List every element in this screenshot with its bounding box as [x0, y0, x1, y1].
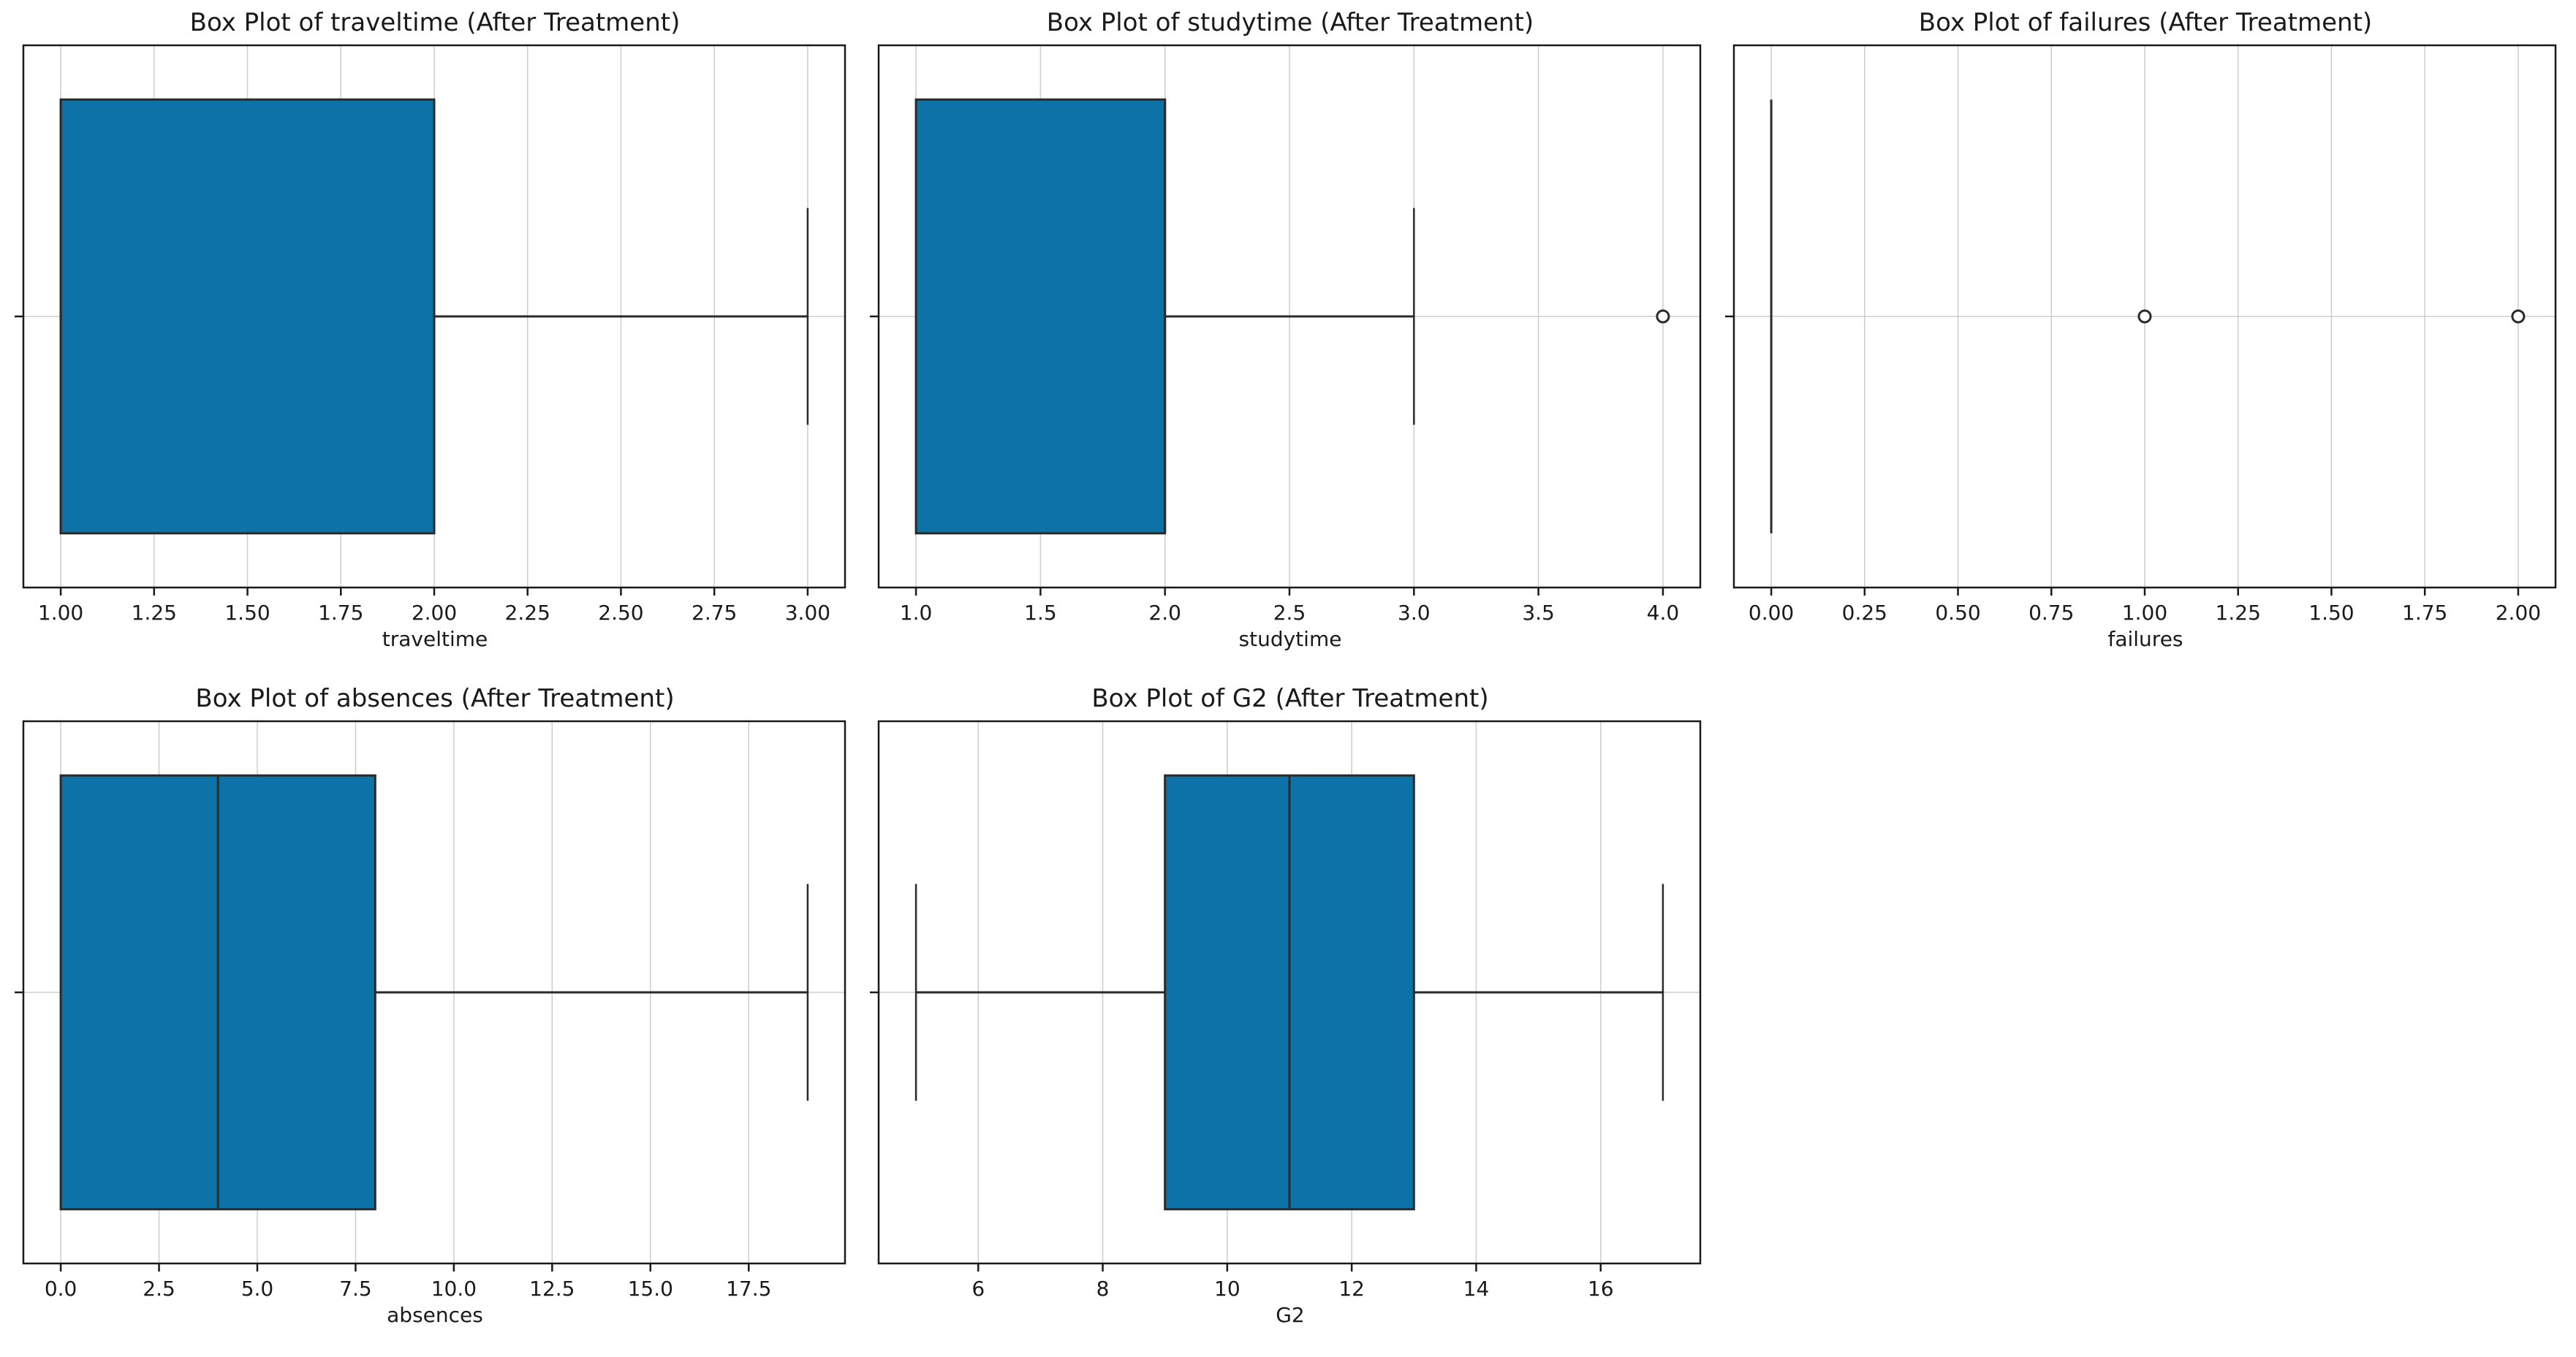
x-tick-label: 2.00	[412, 601, 457, 625]
x-tick-label: 1.50	[224, 601, 270, 625]
outlier-marker	[2511, 309, 2526, 324]
subplot-studytime: Box Plot of studytime (After Treatment) …	[858, 4, 1711, 680]
x-tick-label: 12	[1338, 1277, 1365, 1301]
x-tick-label: 6	[971, 1277, 985, 1301]
axes-failures: 0.00 0.25 0.50 0.75 1.00 1.25 1.50 1.75 2.00	[1725, 44, 2557, 625]
x-tick-label: 2.5	[1273, 601, 1306, 625]
x-tick-label: 0.50	[1935, 601, 1980, 625]
x-tick-label: 4.0	[1647, 601, 1680, 625]
x-tick-label: 14	[1463, 1277, 1490, 1301]
x-tick-label: 17.5	[726, 1277, 771, 1301]
x-tick-label: 3.00	[785, 601, 830, 625]
x-tick-label: 16	[1588, 1277, 1614, 1301]
x-tick-label: 1.5	[1024, 601, 1057, 625]
x-tick-label: 1.25	[132, 601, 177, 625]
subplot-g2: Box Plot of G2 (After Treatment) 6 8 10 12 1…	[858, 680, 1711, 1356]
x-tick-label: 1.0	[900, 601, 933, 625]
x-axis-label-traveltime: traveltime	[382, 627, 488, 651]
x-tick-label: 1.75	[2402, 601, 2447, 625]
x-tick-label: 3.0	[1398, 601, 1431, 625]
x-tick-label: 7.5	[339, 1277, 372, 1301]
x-tick-label: 0.00	[1749, 601, 1794, 625]
axes-absences: 0.0 2.5 5.0 7.5 10.0 12.5 15.0 17.5	[15, 720, 846, 1301]
x-axis-label-absences: absences	[387, 1303, 483, 1327]
empty-cell	[1713, 680, 2566, 1356]
plot-title-failures: Box Plot of failures (After Treatment)	[1918, 8, 2373, 37]
x-tick-label: 2.75	[692, 601, 737, 625]
x-tick-label: 10	[1214, 1277, 1240, 1301]
x-tick-label: 5.0	[241, 1277, 274, 1301]
x-tick-label: 8	[1096, 1277, 1110, 1301]
subplot-traveltime: Box Plot of traveltime (After Treatment)…	[3, 4, 855, 680]
outlier-marker	[2137, 309, 2152, 324]
x-tick-label: 0.75	[2028, 601, 2074, 625]
x-tick-label: 12.5	[529, 1277, 575, 1301]
x-tick-label: 1.75	[318, 601, 363, 625]
axes-g2: 6 8 10 12 14 16	[870, 720, 1702, 1301]
box	[59, 98, 436, 535]
x-tick-label: 1.00	[38, 601, 83, 625]
x-tick-label: 2.50	[598, 601, 643, 625]
x-axis-label-g2: G2	[1276, 1303, 1305, 1327]
x-tick-label: 15.0	[628, 1277, 673, 1301]
x-tick-label: 0.0	[45, 1277, 77, 1301]
x-tick-label: 2.00	[2496, 601, 2541, 625]
x-tick-label: 1.00	[2122, 601, 2167, 625]
plot-title-traveltime: Box Plot of traveltime (After Treatment)	[189, 8, 681, 37]
axes-traveltime: 1.00 1.25 1.50 1.75 2.00 2.25 2.50 2.75 3.00	[15, 44, 846, 625]
x-tick-label: 0.25	[1842, 601, 1887, 625]
axes-studytime: 1.0 1.5 2.0 2.5 3.0 3.5 4.0	[870, 44, 1702, 625]
x-tick-label: 1.50	[2308, 601, 2354, 625]
x-tick-label: 2.5	[143, 1277, 175, 1301]
outlier-marker	[1656, 309, 1670, 324]
x-tick-label: 10.0	[431, 1277, 477, 1301]
x-tick-label: 2.25	[505, 601, 550, 625]
plot-title-absences: Box Plot of absences (After Treatment)	[195, 684, 675, 713]
subplot-absences: Box Plot of absences (After Treatment) 0…	[3, 680, 855, 1356]
subplot-failures: Box Plot of failures (After Treatment) 0…	[1713, 4, 2566, 680]
plot-title-g2: Box Plot of G2 (After Treatment)	[1091, 684, 1489, 713]
x-axis-label-studytime: studytime	[1238, 627, 1342, 651]
plot-title-studytime: Box Plot of studytime (After Treatment)	[1046, 8, 1534, 37]
x-tick-label: 1.25	[2216, 601, 2261, 625]
x-axis-label-failures: failures	[2107, 627, 2183, 651]
box	[914, 98, 1167, 535]
x-tick-label: 2.0	[1148, 601, 1181, 625]
x-tick-label: 3.5	[1522, 601, 1555, 625]
